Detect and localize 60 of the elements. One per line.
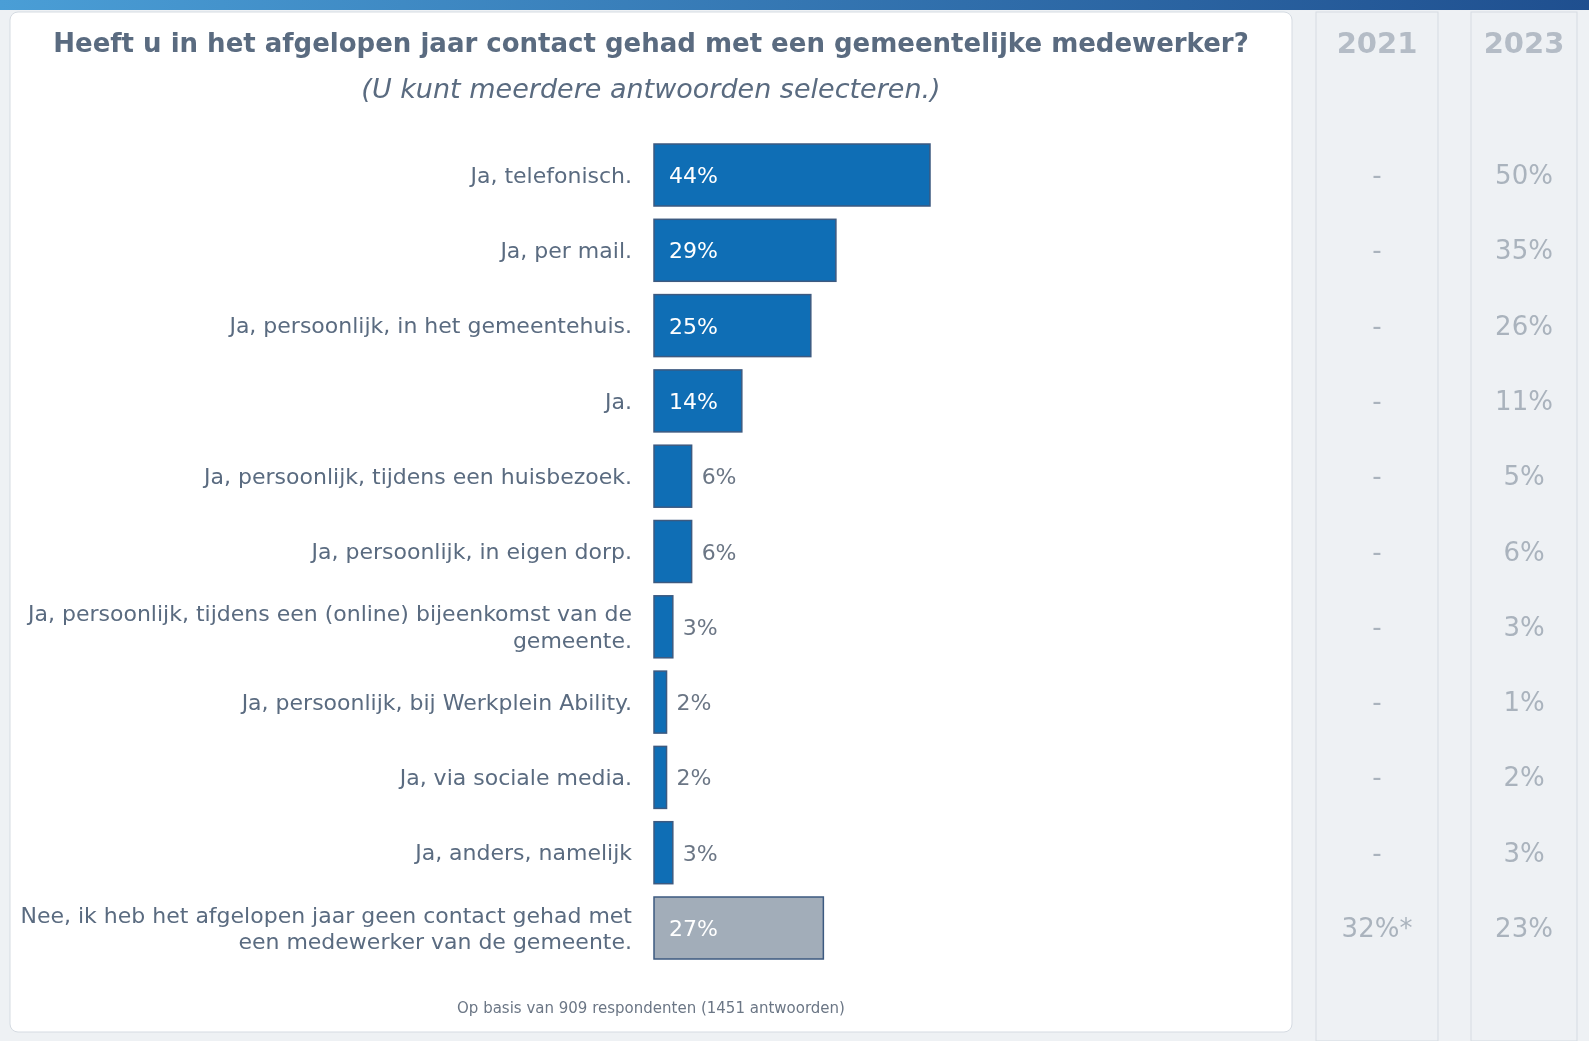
text: 26% (1495, 310, 1553, 341)
data-label: 25% (669, 313, 718, 339)
bar (653, 595, 674, 659)
chart-subtitle: (U kunt meerdere antwoorden selecteren.) (361, 73, 941, 104)
data-label: 2% (676, 765, 712, 791)
data-label: 6% (701, 539, 737, 565)
bar (653, 896, 825, 960)
data-label: 3% (682, 840, 718, 866)
text: - (1372, 461, 1382, 492)
bar (653, 293, 812, 358)
bar (653, 670, 668, 734)
y-tick-label: Ja, per mail. (498, 238, 632, 263)
text: 5% (1503, 461, 1545, 492)
text: 2021 (1336, 26, 1418, 60)
text: - (1372, 310, 1382, 341)
y-tick-label: Ja, persoonlijk, tijdens een huisbezoek. (202, 463, 632, 489)
bar (653, 820, 674, 885)
y-tick-label: Ja, persoonlijk, tijdens een (online) bijeenkomst van de gemeente. (26, 601, 632, 653)
data-label: 2% (676, 690, 712, 716)
text: - (1372, 235, 1382, 266)
text: 50% (1495, 160, 1553, 190)
y-tick-label: Ja, telefonisch. (468, 162, 632, 188)
text: - (1372, 385, 1382, 416)
y-tick-label: Ja, persoonlijk, in het gemeentehuis. (227, 313, 632, 339)
bar (653, 519, 693, 584)
text: - (1372, 687, 1382, 718)
data-label: 3% (682, 614, 718, 640)
y-tick-label: Ja, persoonlijk, in eigen dorp. (309, 539, 632, 565)
bar (653, 745, 668, 810)
text: 35% (1495, 235, 1553, 266)
text: Op basis van 909 respondenten (1451 antwoorden) (457, 999, 845, 1017)
text: 11% (1495, 385, 1553, 416)
chart-title: Heeft u in het afgelopen jaar contact gehad met een gemeentelijke medewerker? (53, 28, 1249, 58)
text: 1% (1503, 687, 1545, 718)
data-label: 14% (669, 388, 718, 414)
data-label: 44% (669, 163, 718, 188)
text: - (1372, 837, 1382, 868)
text: 23% (1495, 913, 1553, 943)
y-tick-label: Nee, ik heb het afgelopen jaar geen contact gehad met een medewerker van de gemeente. (20, 902, 633, 954)
text: - (1372, 160, 1382, 190)
text: 2023 (1483, 26, 1565, 60)
text: - (1372, 536, 1382, 567)
bar (653, 369, 743, 433)
text: - (1372, 762, 1382, 793)
data-label: 27% (669, 916, 718, 941)
y-tick-label: Ja, anders, namelijk (413, 840, 633, 866)
text: 6% (1503, 536, 1545, 567)
text: - (1372, 611, 1382, 642)
text: 32%* (1341, 913, 1413, 943)
text: 3% (1503, 611, 1545, 642)
text: 3% (1503, 837, 1545, 868)
data-label: 29% (669, 238, 718, 264)
data-label: 6% (701, 464, 737, 490)
bar (653, 143, 931, 207)
y-tick-label: Ja, via sociale media. (397, 765, 632, 791)
y-tick-label: Ja, persoonlijk, bij Werkplein Ability. (239, 689, 632, 715)
bar (653, 444, 693, 508)
bar (653, 218, 837, 283)
text: 2% (1503, 762, 1545, 793)
y-tick-label: Ja. (603, 388, 632, 414)
